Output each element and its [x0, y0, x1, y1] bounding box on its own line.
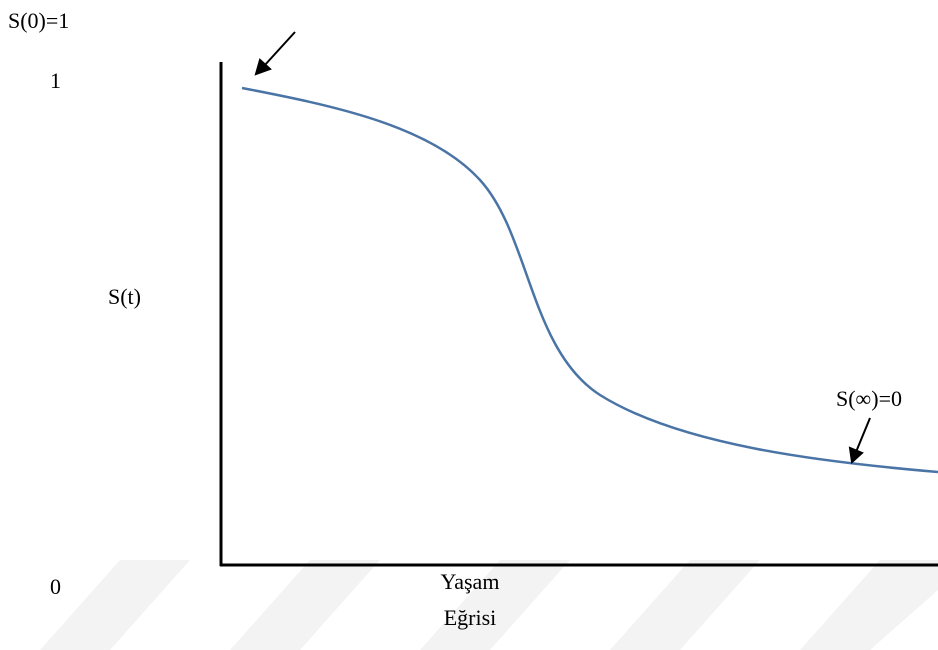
survival-curve [241, 86, 938, 474]
arrows [254, 31, 871, 464]
watermark [40, 560, 938, 650]
x-axis-label: Yaşam [441, 569, 500, 594]
y-axis-label: S(t) [108, 284, 141, 309]
y-top-label: 1 [50, 68, 61, 93]
x-axis-label: Eğrisi [444, 605, 497, 630]
end-label: S(∞)=0 [836, 386, 902, 411]
y-bottom-label: 0 [50, 574, 61, 599]
start-label: S(0)=1 [8, 8, 69, 33]
